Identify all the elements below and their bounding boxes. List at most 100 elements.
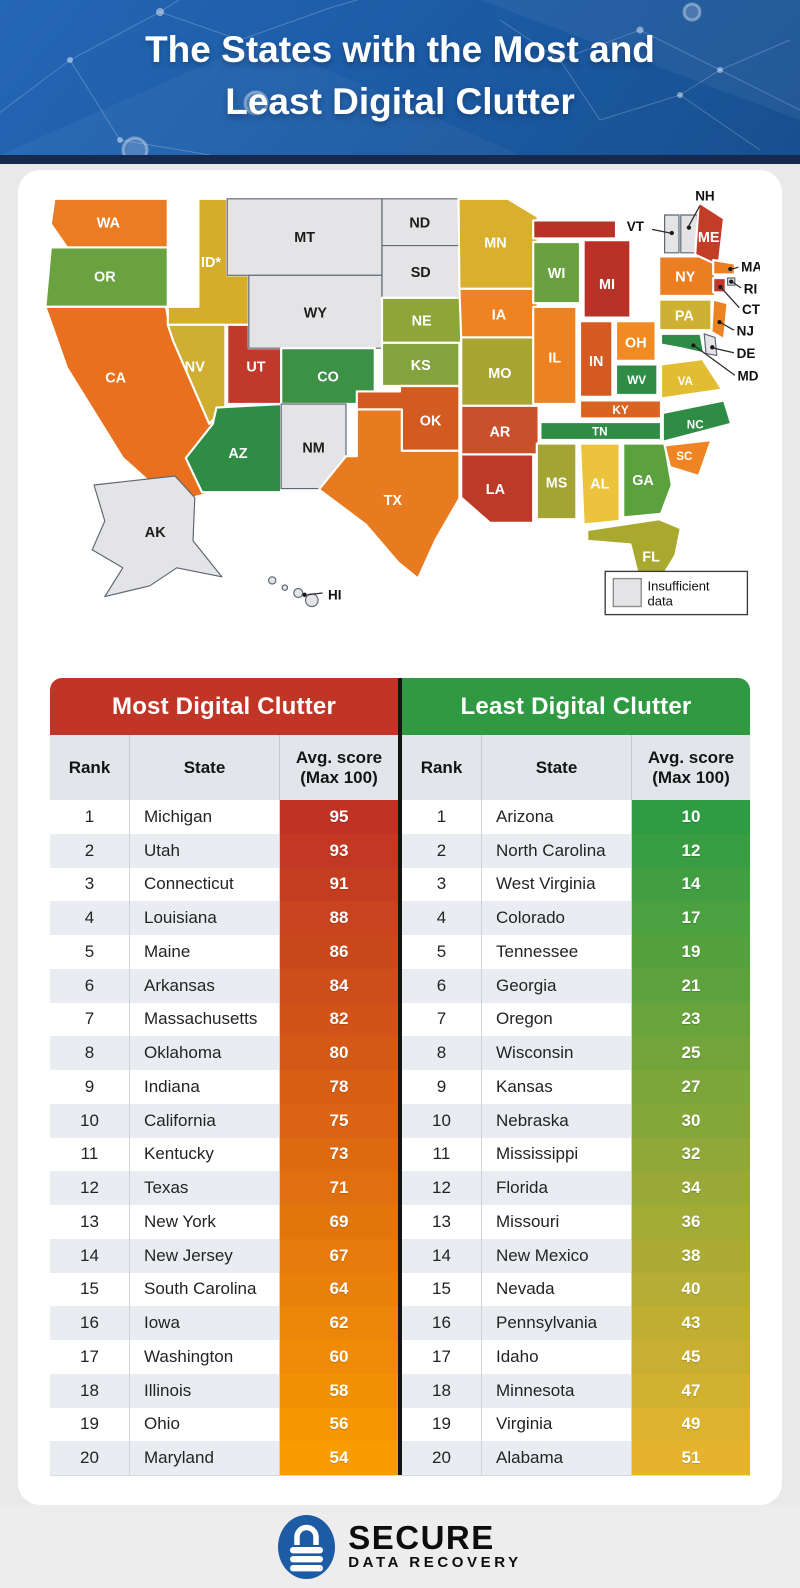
- score-cell: 19: [632, 935, 750, 969]
- rank-cell: 20: [402, 1441, 482, 1475]
- rank-cell: 8: [402, 1036, 482, 1070]
- score-cell: 67: [280, 1238, 398, 1273]
- callout-label-de: DE: [737, 346, 756, 361]
- score-cell: 14: [632, 867, 750, 902]
- state-label-ar: AR: [490, 424, 511, 440]
- column-header-score: Avg. score (Max 100): [295, 747, 383, 787]
- score-cell: 27: [632, 1070, 750, 1104]
- rank-cell: 9: [50, 1070, 130, 1104]
- table-row: 1 Michigan 95: [50, 800, 398, 834]
- rank-cell: 11: [50, 1137, 130, 1172]
- least-table-title: Least Digital Clutter: [402, 678, 750, 735]
- legend-insufficient-data: Insufficient data: [604, 570, 749, 616]
- rank-cell: 17: [50, 1340, 130, 1374]
- state-cell: Oregon: [482, 1002, 632, 1037]
- score-cell: 78: [280, 1070, 398, 1104]
- table-row: 6 Georgia 21: [402, 968, 750, 1003]
- page-title-line1: The States with the Most and: [145, 29, 655, 70]
- table-row: 16 Pennsylvania 43: [402, 1306, 750, 1340]
- rank-cell: 15: [402, 1272, 482, 1307]
- rank-cell: 19: [50, 1407, 130, 1442]
- table-row: 2 North Carolina 12: [402, 833, 750, 868]
- state-cell: Utah: [130, 833, 280, 868]
- legend-label-line2: data: [648, 594, 674, 609]
- table-row: 20 Maryland 54: [50, 1441, 398, 1475]
- score-cell: 88: [280, 901, 398, 935]
- state-cell: Maine: [130, 935, 280, 969]
- score-cell: 43: [632, 1306, 750, 1340]
- rank-cell: 18: [402, 1373, 482, 1408]
- score-cell: 62: [280, 1306, 398, 1340]
- table-row: 13 Missouri 36: [402, 1205, 750, 1239]
- table-row: 3 West Virginia 14: [402, 867, 750, 902]
- score-cell: 51: [632, 1441, 750, 1475]
- callout-label-nj: NJ: [737, 324, 754, 339]
- state-label-il: IL: [548, 351, 561, 367]
- state-cell: Texas: [130, 1171, 280, 1205]
- score-cell: 71: [280, 1171, 398, 1205]
- state-cell: Kansas: [482, 1070, 632, 1104]
- table-row: 9 Indiana 78: [50, 1070, 398, 1104]
- state-label-ne: NE: [412, 314, 432, 330]
- state-nh: [680, 214, 698, 254]
- state-label-tx: TX: [384, 493, 403, 509]
- state-label-me: ME: [698, 230, 720, 246]
- legend-swatch: [612, 577, 642, 608]
- state-label-ak: AK: [145, 525, 166, 541]
- state-cell: California: [130, 1103, 280, 1138]
- state-label-wi: WI: [548, 266, 566, 282]
- state-hi: [268, 576, 319, 608]
- table-row: 10 California 75: [50, 1103, 398, 1138]
- state-ny: [658, 255, 717, 298]
- column-header-state: State: [482, 735, 632, 800]
- state-tx: [317, 408, 461, 580]
- state-nj: [710, 298, 729, 341]
- state-cell: Nebraska: [482, 1103, 632, 1138]
- score-cell: 36: [632, 1205, 750, 1239]
- ranking-tables: Most Digital Clutter Rank State Avg. sco…: [50, 678, 750, 1476]
- rank-cell: 19: [402, 1407, 482, 1442]
- table-row: 13 New York 69: [50, 1205, 398, 1239]
- state-label-co: CO: [317, 370, 339, 386]
- table-row: 14 New Jersey 67: [50, 1238, 398, 1273]
- state-cell: Tennessee: [482, 935, 632, 969]
- table-row: 15 Nevada 40: [402, 1272, 750, 1307]
- state-label-nd: ND: [409, 216, 430, 232]
- state-cell: New Mexico: [482, 1238, 632, 1273]
- table-row: 11 Kentucky 73: [50, 1137, 398, 1172]
- rank-cell: 10: [50, 1103, 130, 1138]
- score-cell: 17: [632, 901, 750, 935]
- state-cell: Illinois: [130, 1373, 280, 1408]
- state-label-mt: MT: [294, 230, 315, 246]
- column-header-state: State: [130, 735, 280, 800]
- rank-cell: 2: [402, 833, 482, 868]
- score-cell: 49: [632, 1407, 750, 1442]
- state-cell: Iowa: [130, 1306, 280, 1340]
- rank-cell: 7: [402, 1002, 482, 1037]
- header-divider-strip: [0, 155, 800, 164]
- table-row: 16 Iowa 62: [50, 1306, 398, 1340]
- rank-cell: 12: [50, 1171, 130, 1205]
- rank-cell: 20: [50, 1441, 130, 1475]
- score-cell: 80: [280, 1036, 398, 1070]
- state-label-ga: GA: [632, 473, 654, 489]
- state-oh: [614, 320, 657, 362]
- score-cell: 21: [632, 968, 750, 1003]
- state-label-sd: SD: [411, 265, 431, 281]
- rank-cell: 16: [50, 1306, 130, 1340]
- table-row: 10 Nebraska 30: [402, 1103, 750, 1138]
- state-label-wa: WA: [97, 216, 121, 232]
- score-cell: 86: [280, 935, 398, 969]
- score-cell: 58: [280, 1373, 398, 1408]
- state-ms: [535, 442, 578, 521]
- rank-cell: 10: [402, 1103, 482, 1138]
- state-ga: [622, 442, 673, 519]
- footer: SECURE DATA RECOVERY: [0, 1505, 800, 1588]
- rank-cell: 3: [50, 867, 130, 902]
- table-row: 5 Tennessee 19: [402, 935, 750, 969]
- most-table-rows: 1 Michigan 95 2 Utah 93 3 Connecticut 91 4 Louisia…: [50, 800, 398, 1475]
- least-table-column-headers: Rank State Avg. score (Max 100): [402, 735, 750, 800]
- state-label-mn: MN: [484, 235, 506, 251]
- state-cell: Alabama: [482, 1441, 632, 1475]
- state-label-ny: NY: [675, 270, 695, 286]
